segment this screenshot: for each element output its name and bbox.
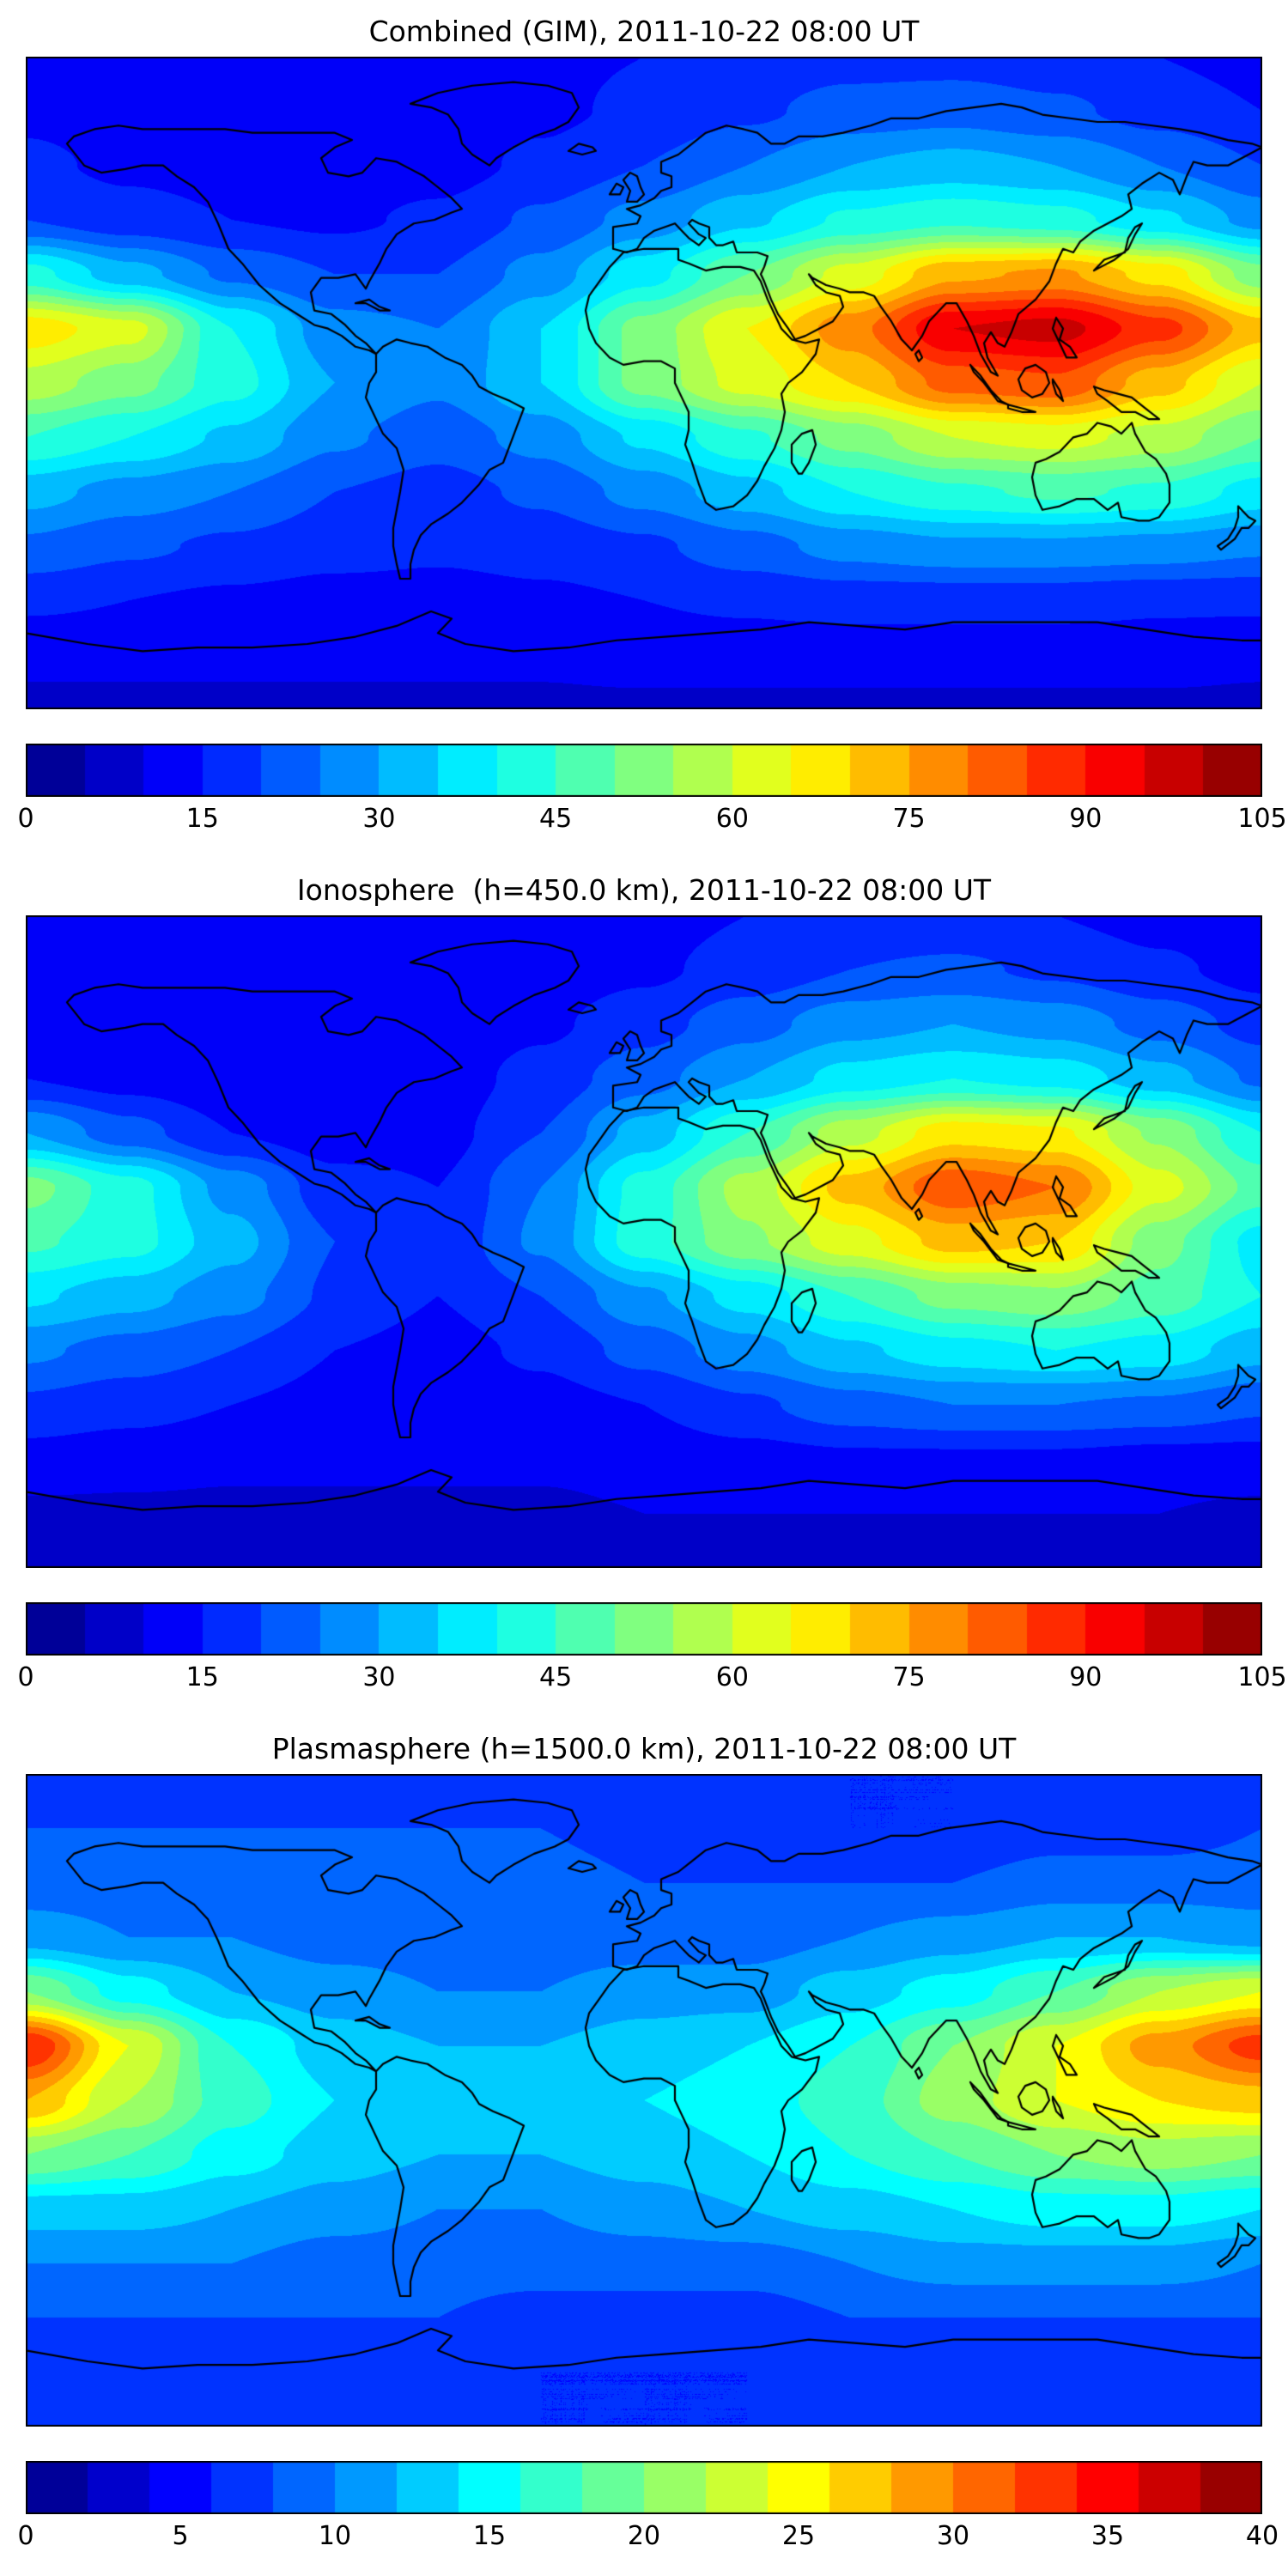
colorbar-tick-label: 75	[892, 804, 926, 834]
map-plasmasphere	[26, 1774, 1262, 2427]
colorbar-tick-label: 0	[17, 2521, 34, 2551]
colorbar-tick-label: 10	[318, 2521, 352, 2551]
colorbar-ticks-ionosphere: 0 15 30 45 60 75 90 105	[17, 1656, 1286, 1697]
colorbar-tick-label: 25	[781, 2521, 816, 2551]
colorbar-ticks-plasmasphere: 0 5 10 15 20 25 30 35 40	[17, 2514, 1279, 2555]
panel-title-combined: Combined (GIM), 2011-10-22 08:00 UT	[368, 15, 920, 48]
colorbar-tick-label: 60	[715, 804, 749, 834]
colorbar-canvas-combined	[26, 744, 1262, 797]
colorbar-tick-label: 30	[362, 1662, 396, 1692]
colorbar-tick-label: 5	[172, 2521, 189, 2551]
colorbar-ticks-combined: 0 15 30 45 60 75 90 105	[17, 797, 1286, 838]
colorbar-tick-label: 20	[627, 2521, 661, 2551]
panel-plasmasphere: Plasmasphere (h=1500.0 km), 2011-10-22 0…	[0, 1717, 1288, 2576]
panel-title-plasmasphere: Plasmasphere (h=1500.0 km), 2011-10-22 0…	[271, 1732, 1017, 1765]
colorbar-tick-label: 90	[1069, 1662, 1103, 1692]
panel-title-ionosphere: Ionosphere (h=450.0 km), 2011-10-22 08:0…	[296, 873, 992, 907]
colorbar-tick-label: 15	[472, 2521, 507, 2551]
colorbar-tick-label: 45	[539, 804, 573, 834]
colorbar-tick-label: 45	[539, 1662, 573, 1692]
colorbar-tick-label: 105	[1237, 1662, 1287, 1692]
colorbar-tick-label: 0	[17, 804, 34, 834]
colorbar-tick-label: 40	[1245, 2521, 1279, 2551]
map-ionosphere	[26, 915, 1262, 1568]
colorbar-canvas-ionosphere	[26, 1602, 1262, 1656]
colorbar-tick-label: 30	[936, 2521, 970, 2551]
map-canvas-plasmasphere	[26, 1774, 1262, 2427]
colorbar-tick-label: 30	[362, 804, 396, 834]
colorbar-tick-label: 60	[715, 1662, 749, 1692]
colorbar-ionosphere: 0 15 30 45 60 75 90 105	[17, 1602, 1287, 1697]
map-canvas-ionosphere	[26, 915, 1262, 1568]
colorbar-tick-label: 75	[892, 1662, 926, 1692]
panel-combined-gim: Combined (GIM), 2011-10-22 08:00 UT 0 15 3…	[0, 0, 1288, 859]
map-canvas-combined	[26, 57, 1262, 709]
colorbar-combined: 0 15 30 45 60 75 90 105	[17, 744, 1287, 838]
panel-ionosphere: Ionosphere (h=450.0 km), 2011-10-22 08:0…	[0, 859, 1288, 1717]
colorbar-tick-label: 0	[17, 1662, 34, 1692]
colorbar-tick-label: 105	[1237, 804, 1287, 834]
map-combined	[26, 57, 1262, 709]
colorbar-tick-label: 15	[185, 804, 219, 834]
colorbar-canvas-plasmasphere	[26, 2461, 1262, 2514]
colorbar-tick-label: 90	[1069, 804, 1103, 834]
colorbar-plasmasphere: 0 5 10 15 20 25 30 35 40	[17, 2461, 1279, 2555]
colorbar-tick-label: 15	[185, 1662, 219, 1692]
colorbar-tick-label: 35	[1091, 2521, 1125, 2551]
